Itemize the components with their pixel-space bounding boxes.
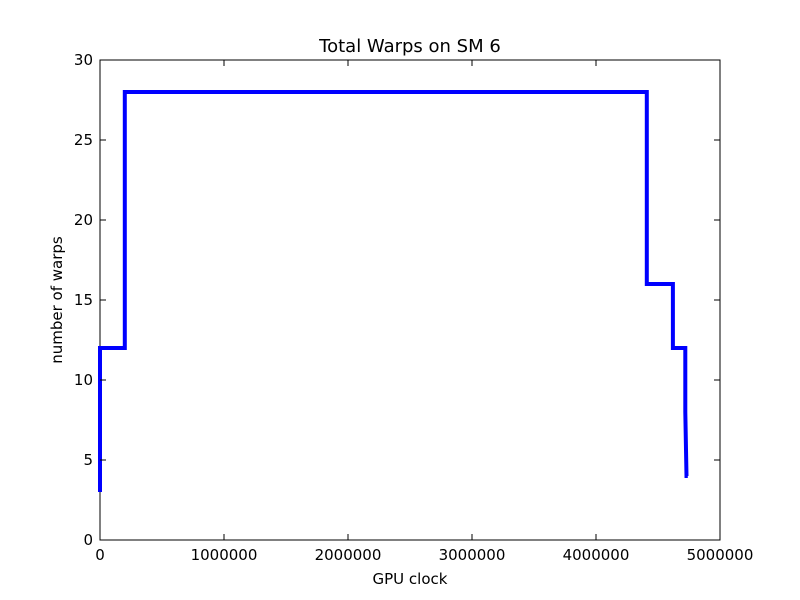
chart-title: Total Warps on SM 6: [318, 36, 501, 57]
x-axis: 0 1000000 2000000 3000000 4000000 5000000: [95, 60, 753, 564]
y-tick-label: 0: [83, 531, 93, 549]
series-layer: [98, 90, 689, 492]
x-tick-label: 3000000: [439, 546, 506, 564]
x-tick-label: 4000000: [563, 546, 630, 564]
y-tick-label: 20: [74, 211, 93, 229]
x-tick-label: 1000000: [191, 546, 258, 564]
y-tick-label: 30: [74, 51, 93, 69]
y-tick-label: 15: [74, 291, 93, 309]
plot-area: [99, 59, 721, 541]
y-tick-label: 10: [74, 371, 93, 389]
y-tick-label: 5: [83, 451, 93, 469]
y-tick-label: 25: [74, 131, 93, 149]
x-tick-label: 2000000: [315, 546, 382, 564]
plot-frame: [99, 59, 721, 541]
series-line-0: [98, 90, 689, 492]
y-axis-label: number of warps: [48, 236, 66, 364]
x-tick-label: 5000000: [687, 546, 754, 564]
x-tick-label: 0: [95, 546, 105, 564]
x-axis-label: GPU clock: [373, 570, 448, 588]
y-axis: 0 5 10 15 20 25 30: [74, 51, 720, 549]
